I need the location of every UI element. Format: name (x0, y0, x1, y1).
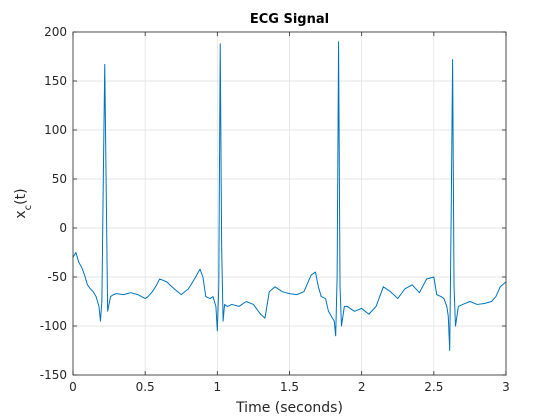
chart-title: ECG Signal (250, 12, 329, 27)
x-tick-label: 1 (214, 380, 222, 394)
x-tick-labels: 0 0.5 1 1.5 2 2.5 3 (69, 380, 510, 394)
y-axis-label-subscript: c (23, 205, 34, 211)
x-tick-label: 0 (69, 380, 77, 394)
y-tick-label: 150 (44, 74, 67, 88)
x-axis-label: Time (seconds) (235, 400, 343, 416)
x-tick-label: 2.5 (424, 380, 443, 394)
y-tick-label: 100 (44, 123, 67, 137)
y-tick-labels: -150 -100 -50 0 50 100 150 200 (40, 25, 67, 382)
y-tick-label: -150 (40, 368, 67, 382)
x-tick-label: 2 (358, 380, 366, 394)
tick-marks (72, 31, 507, 376)
y-axis-label-main: x (13, 210, 29, 218)
x-tick-label: 1.5 (280, 380, 299, 394)
y-axis-label-suffix: (t) (13, 188, 29, 204)
y-tick-label: 200 (44, 25, 67, 39)
series-group (72, 41, 507, 351)
ecg-series-line (72, 41, 507, 351)
x-tick-label: 0.5 (136, 380, 155, 394)
y-tick-label: 0 (59, 221, 67, 235)
y-tick-label: -100 (40, 319, 67, 333)
x-tick-label: 3 (502, 380, 510, 394)
y-tick-label: -50 (47, 270, 67, 284)
y-axis-label: xc(t) (13, 188, 34, 218)
y-tick-label: 50 (52, 172, 67, 186)
